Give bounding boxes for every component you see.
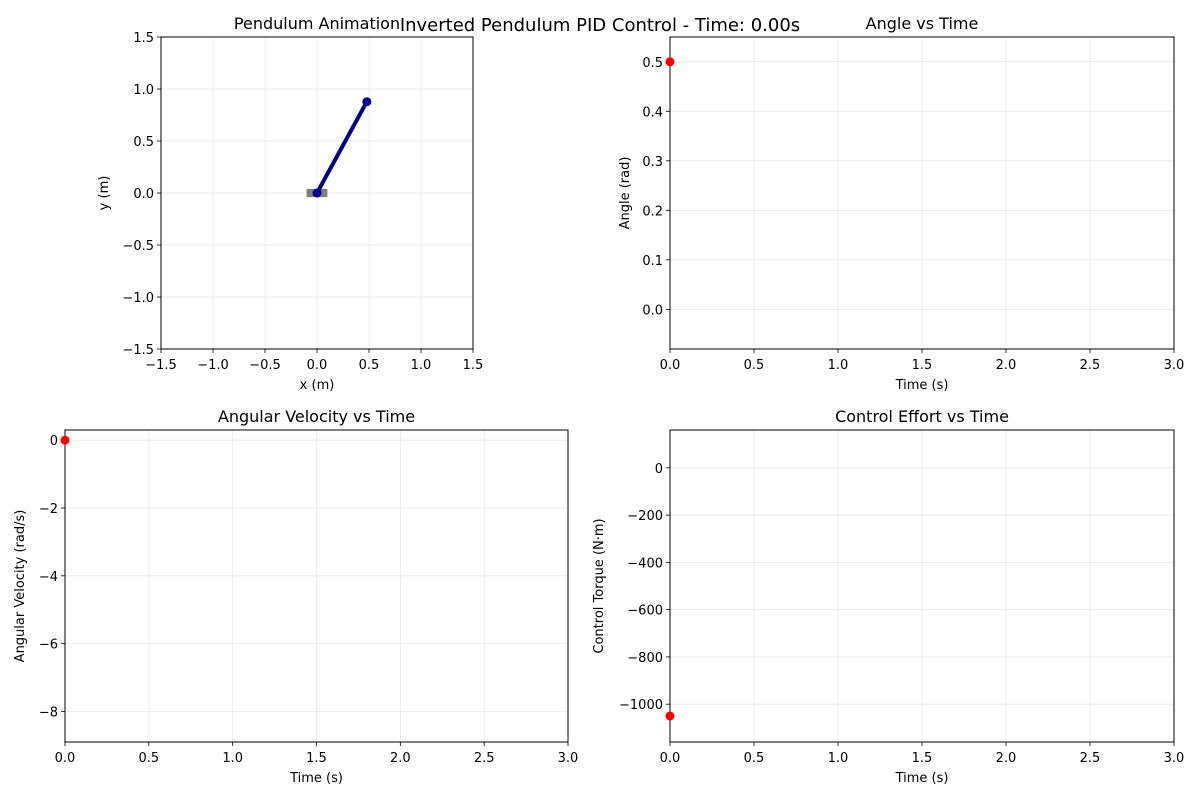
chart3-x-tick-label: 0.5 [744,751,765,766]
angle-vs-time-axes: 0.0 0.5 1.0 1.5 2.0 2.5 3.0 0.0 0.1 0.2 0.3 0.4 0.5 A… [618,14,1184,393]
chart1-y-tick-label: 0.4 [642,105,663,120]
chart0-y-tick-label: 0.5 [133,135,154,150]
pendulum-pivot [312,188,322,198]
chart2-data-point [60,435,70,445]
chart0-title: Pendulum Animation [234,14,400,33]
chart1-x-axis-label: Time (s) [895,378,949,393]
chart2-x-tick-label: 1.0 [222,751,243,766]
chart3-y-tick-label: 0 [655,462,663,477]
chart0-x-tick-label: −0.5 [249,358,281,373]
chart2-y-tick-label: −8 [39,705,58,720]
pendulum-rod [315,99,369,195]
chart0-x-axis-label: x (m) [300,378,335,393]
chart2-y-tick-label: −2 [39,502,58,517]
chart3-x-tick-label: 2.0 [996,751,1017,766]
chart1-y-axis-label: Angle (rad) [618,157,633,230]
chart1-x-tick-label: 1.0 [828,358,849,373]
chart3-x-tick-label: 2.5 [1080,751,1101,766]
chart2-x-tick-label: 3.0 [558,751,579,766]
chart0-x-tick-label: 1.0 [411,358,432,373]
chart0-x-tick-label: 0.5 [359,358,380,373]
chart3-y-tick-label: −1000 [619,698,663,713]
chart2-y-tick-label: −4 [39,570,58,585]
chart1-x-tick-label: 0.5 [744,358,765,373]
chart1-data-point [665,57,675,67]
pendulum-animation-axes: −1.5 −1.0 −0.5 0.0 0.5 1.0 1.5 −1.5 −1.0 −0.5 0.0 0… [97,14,483,393]
chart1-x-tick-label: 1.5 [912,358,933,373]
chart3-y-axis-label: Control Torque (N·m) [592,518,607,653]
chart2-x-tick-label: 0.0 [55,751,76,766]
chart2-y-axis-label: Angular Velocity (rad/s) [13,510,28,663]
chart1-y-tick-label: 0.1 [642,254,663,269]
chart0-y-tick-label: −1.5 [122,343,154,358]
chart3-x-tick-label: 1.0 [828,751,849,766]
chart3-data-point [665,711,675,721]
chart1-x-tick-label: 0.0 [660,358,681,373]
chart2-y-tick-label: −6 [39,638,58,653]
chart2-x-tick-label: 1.5 [306,751,327,766]
chart3-y-tick-label: −600 [627,604,663,619]
chart2-y-tick-label: 0 [50,434,58,449]
chart2-x-tick-label: 2.5 [474,751,495,766]
chart1-x-tick-label: 3.0 [1164,358,1185,373]
chart1-x-tick-label: 2.0 [996,358,1017,373]
chart1-title: Angle vs Time [866,14,979,33]
chart2-x-tick-label: 2.0 [390,751,411,766]
chart0-x-tick-label: −1.0 [197,358,229,373]
chart0-y-tick-label: −1.0 [122,291,154,306]
chart0-y-tick-label: 0.0 [133,187,154,202]
chart3-x-tick-label: 3.0 [1164,751,1185,766]
chart3-y-tick-label: −200 [627,509,663,524]
chart0-x-tick-label: 1.5 [463,358,484,373]
chart0-y-tick-label: −0.5 [122,239,154,254]
chart2-x-tick-label: 0.5 [138,751,159,766]
chart3-y-tick-label: −400 [627,556,663,571]
chart0-y-tick-label: 1.0 [133,83,154,98]
chart3-x-tick-label: 0.0 [660,751,681,766]
chart1-y-tick-label: 0.0 [642,303,663,318]
angular-velocity-vs-time-axes: 0.0 0.5 1.0 1.5 2.0 2.5 3.0 −8 −6 −4 −2 0 Angular Ve… [13,407,578,786]
chart1-y-tick-label: 0.5 [642,56,663,71]
chart1-y-tick-label: 0.2 [642,204,663,219]
pendulum-bob [362,97,372,107]
chart0-y-tick-label: 1.5 [133,31,154,46]
chart3-y-tick-label: −800 [627,651,663,666]
chart0-y-axis-label: y (m) [97,176,112,211]
chart3-x-axis-label: Time (s) [895,771,949,786]
chart1-x-tick-label: 2.5 [1080,358,1101,373]
chart0-x-tick-label: 0.0 [307,358,328,373]
figure-title: Inverted Pendulum PID Control - Time: 0.… [400,15,800,36]
chart1-y-tick-label: 0.3 [642,155,663,170]
control-effort-vs-time-axes: 0.0 0.5 1.0 1.5 2.0 2.5 3.0 −1000 −800 −600 −400 −2… [592,407,1184,786]
chart0-x-tick-label: −1.5 [145,358,177,373]
chart3-title: Control Effort vs Time [835,407,1009,426]
chart3-x-tick-label: 1.5 [912,751,933,766]
chart2-x-axis-label: Time (s) [289,771,343,786]
chart2-title: Angular Velocity vs Time [218,407,415,426]
